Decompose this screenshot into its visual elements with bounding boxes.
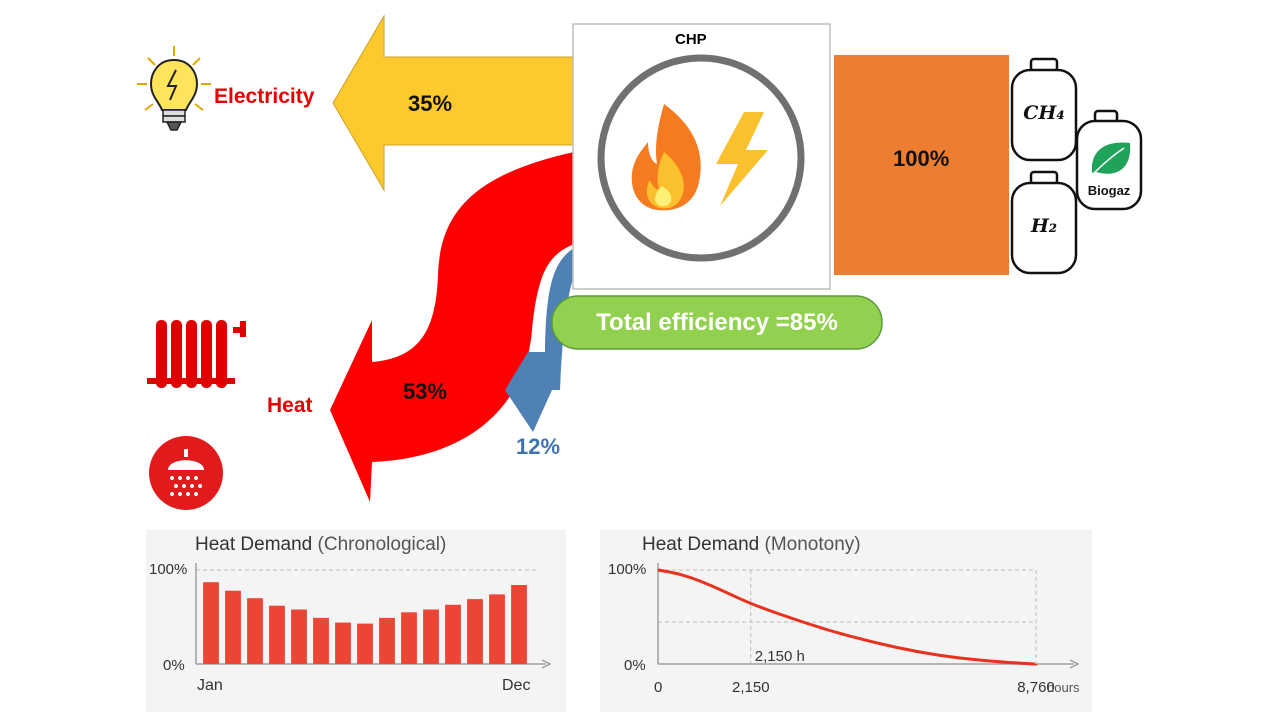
monotony-chart-curve (657, 568, 1038, 666)
chronological-chart-bar (247, 598, 263, 664)
biogas-label: Biogaz (1087, 183, 1131, 198)
monotony-chart-x-axis-arrow (1069, 659, 1080, 669)
chp-unit-ring (597, 54, 805, 262)
monotony-chart-ytick-0: 0% (624, 657, 646, 674)
loss-percent: 12% (516, 434, 561, 459)
chronological-chart-bar (291, 609, 307, 664)
electricity-label: Electricity (214, 85, 315, 108)
light-bulb-body (149, 58, 199, 131)
light-bulb-icon (137, 46, 211, 111)
chronological-chart-bar (203, 582, 219, 664)
chronological-chart-bar (335, 622, 351, 664)
radiator-icon (147, 320, 246, 388)
h2-label: H₂ (1030, 215, 1058, 237)
electricity-flow-arrow (332, 14, 575, 192)
chronological-chart-bar (269, 605, 285, 664)
monotony-chart-annotation: 2,150 h (755, 648, 805, 665)
chronological-chart-xtick-dec: Dec (502, 677, 530, 694)
monotony-chart-x-unit: hours (1047, 680, 1080, 695)
chronological-chart-ytick-100: 100% (149, 561, 187, 578)
heat-flow-arrow (330, 152, 574, 502)
monotony-chart-title-main: Heat Demand (642, 534, 760, 555)
lightning-icon (716, 112, 768, 206)
efficiency-badge (551, 295, 883, 350)
chronological-chart-bar (401, 612, 417, 664)
monotony-chart-xtick-2150: 2,150 (732, 679, 770, 696)
electricity-percent: 35% (408, 91, 453, 116)
shower-icon (149, 436, 223, 510)
monotony-chart-subtitle: (Monotony) (764, 534, 861, 555)
chronological-chart-bar (423, 609, 439, 664)
chronological-chart-title-main: Heat Demand (195, 534, 313, 555)
chronological-chart-title: Heat Demand (Chronological) (195, 534, 446, 556)
chronological-chart-ytick-0: 0% (163, 657, 185, 674)
heat-label: Heat (267, 394, 313, 417)
chronological-chart-bar (357, 623, 373, 664)
flame-icon (631, 104, 701, 211)
chp-diagram (137, 14, 1143, 510)
monotony-chart: 100% 0% 0 2,150 8,760 hours 2,150 h (608, 561, 1080, 696)
monotony-chart-title: Heat Demand (Monotony) (642, 534, 861, 556)
chronological-chart-bar (379, 617, 395, 664)
chp-title: CHP (675, 31, 707, 48)
monotony-chart-panel (600, 530, 1092, 712)
chronological-chart-bar (313, 617, 329, 664)
ch4-label: CH₄ (1023, 102, 1065, 124)
chronological-chart-bar (445, 604, 461, 664)
loss-flow-arrow (505, 248, 578, 432)
monotony-chart-xtick-8760: 8,760 (1017, 679, 1055, 696)
monotony-chart-ytick-100: 100% (608, 561, 646, 578)
chronological-chart-bar (467, 599, 483, 664)
chp-unit-box (572, 23, 831, 290)
chronological-chart: 100% 0% Jan Dec (149, 561, 552, 694)
chronological-chart-x-axis-arrow (541, 659, 552, 669)
heat-percent: 53% (403, 379, 448, 404)
monotony-chart-xtick-0: 0 (654, 679, 662, 696)
chronological-chart-bar (225, 590, 241, 664)
fuel-input-block (834, 55, 1009, 275)
fuel-input-percent: 100% (893, 146, 950, 171)
chronological-chart-bar (489, 594, 505, 664)
chronological-chart-subtitle: (Chronological) (317, 534, 447, 555)
chronological-chart-bar (511, 585, 527, 664)
total-efficiency-label: Total efficiency =85% (596, 309, 838, 336)
chronological-chart-xtick-jan: Jan (197, 677, 223, 694)
